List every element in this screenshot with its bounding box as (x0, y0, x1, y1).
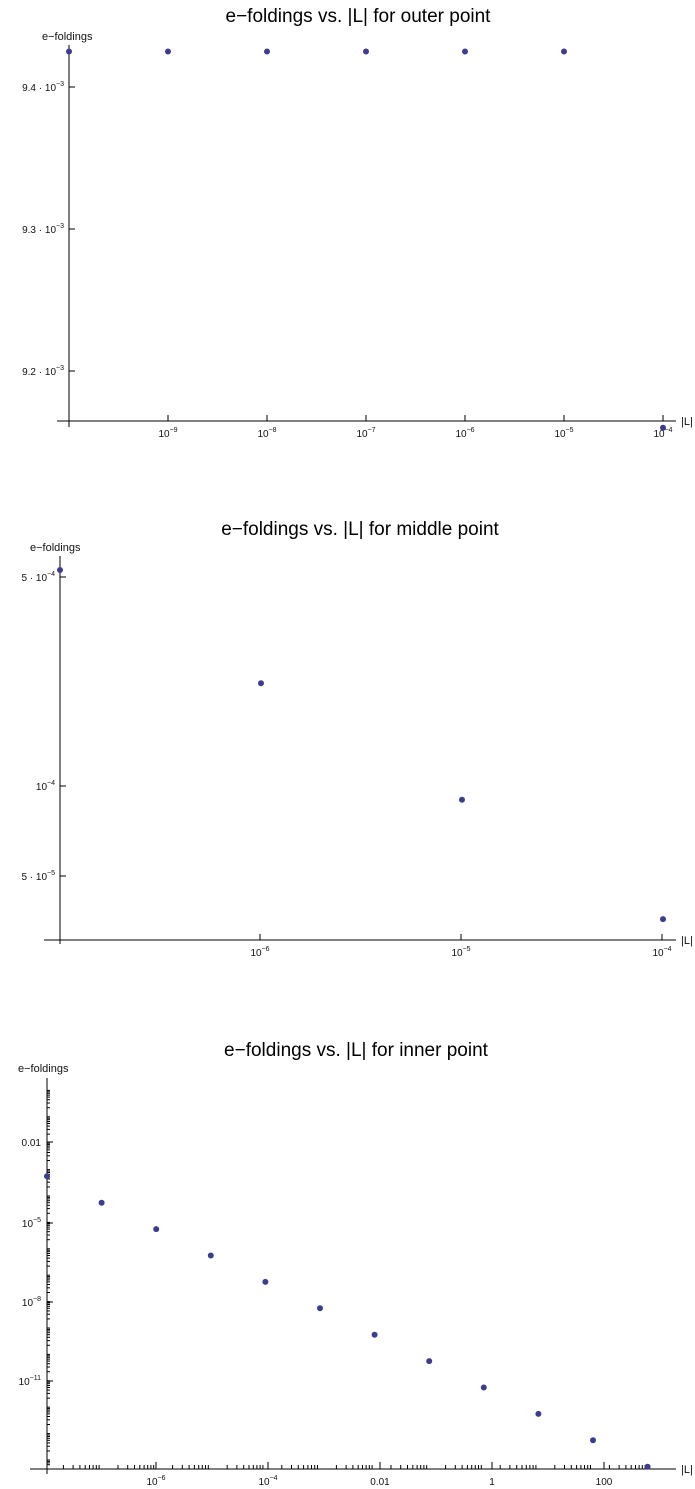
y-tick-label: 9.3 · 10−3 (22, 223, 64, 236)
data-point (207, 1252, 214, 1259)
data-point (371, 1331, 378, 1338)
y-axis-label: e−foldings (42, 31, 93, 43)
x-tick-label: 10−4 (652, 946, 671, 959)
y-tick-label: 10−11 (19, 1375, 42, 1388)
data-point (535, 1410, 542, 1417)
chart-middle-point: e−foldings vs. |L| for middle point e−fo… (21, 519, 692, 959)
data-point (153, 1226, 160, 1233)
data-point (98, 1199, 105, 1206)
data-points (44, 1173, 651, 1470)
x-tick-label: 1 (489, 1477, 495, 1488)
x-axis-label: |L| (681, 935, 693, 947)
data-point (459, 796, 465, 803)
data-point (561, 48, 567, 55)
y-axis-label: e−foldings (18, 1063, 69, 1075)
y-tick-label: 10−4 (36, 780, 55, 793)
x-tick-label: 10−6 (455, 427, 474, 440)
chart-title: e−foldings vs. |L| for inner point (224, 1040, 489, 1061)
x-axis-label: |L| (681, 1464, 693, 1476)
x-tick-label: 100 (596, 1477, 613, 1488)
data-point (57, 567, 63, 573)
data-point (165, 48, 171, 55)
data-point (462, 48, 468, 55)
x-tick-label: 10−4 (258, 1475, 277, 1488)
chart-title: e−foldings vs. |L| for middle point (221, 519, 499, 540)
x-tick-label: 0.01 (370, 1477, 390, 1488)
x-tick-label: 10−9 (158, 427, 177, 440)
data-point (480, 1384, 487, 1391)
x-tick-label: 10−8 (257, 427, 276, 440)
data-point (317, 1305, 323, 1312)
y-tick-label: 5 · 10−4 (21, 571, 55, 584)
y-tick-label: 10−8 (22, 1296, 41, 1309)
x-tick-label: 10−6 (146, 1475, 165, 1488)
data-points (57, 567, 666, 923)
data-point (262, 1278, 269, 1285)
data-point (44, 1173, 50, 1180)
minor-ticks (47, 1089, 646, 1469)
data-point (66, 48, 72, 55)
y-tick-label: 9.4 · 10−3 (22, 81, 64, 94)
y-axis-label: e−foldings (30, 542, 81, 554)
data-point (590, 1437, 596, 1444)
y-tick-label: 0.01 (22, 1138, 42, 1149)
chart-title: e−foldings vs. |L| for outer point (226, 6, 492, 27)
chart-outer-point: e−foldings vs. |L| for outer point e−fol… (22, 6, 693, 440)
data-point (264, 48, 270, 55)
data-point (426, 1358, 433, 1365)
data-point (363, 48, 369, 55)
chart-inner-point: e−foldings vs. |L| for inner point e−fol… (18, 1040, 693, 1488)
y-tick-label: 10−5 (22, 1217, 41, 1230)
data-points (66, 48, 666, 431)
x-axis-label: |L| (681, 416, 693, 428)
y-tick-label: 9.2 · 10−3 (22, 365, 64, 378)
data-point (660, 916, 666, 923)
data-point (660, 424, 666, 431)
data-point (258, 680, 264, 687)
x-tick-label: 10−5 (554, 427, 573, 440)
x-tick-label: 10−5 (451, 946, 470, 959)
x-tick-label: 10−7 (356, 427, 375, 440)
data-point (644, 1463, 651, 1470)
y-tick-label: 5 · 10−5 (21, 870, 55, 883)
x-tick-label: 10−6 (250, 946, 269, 959)
